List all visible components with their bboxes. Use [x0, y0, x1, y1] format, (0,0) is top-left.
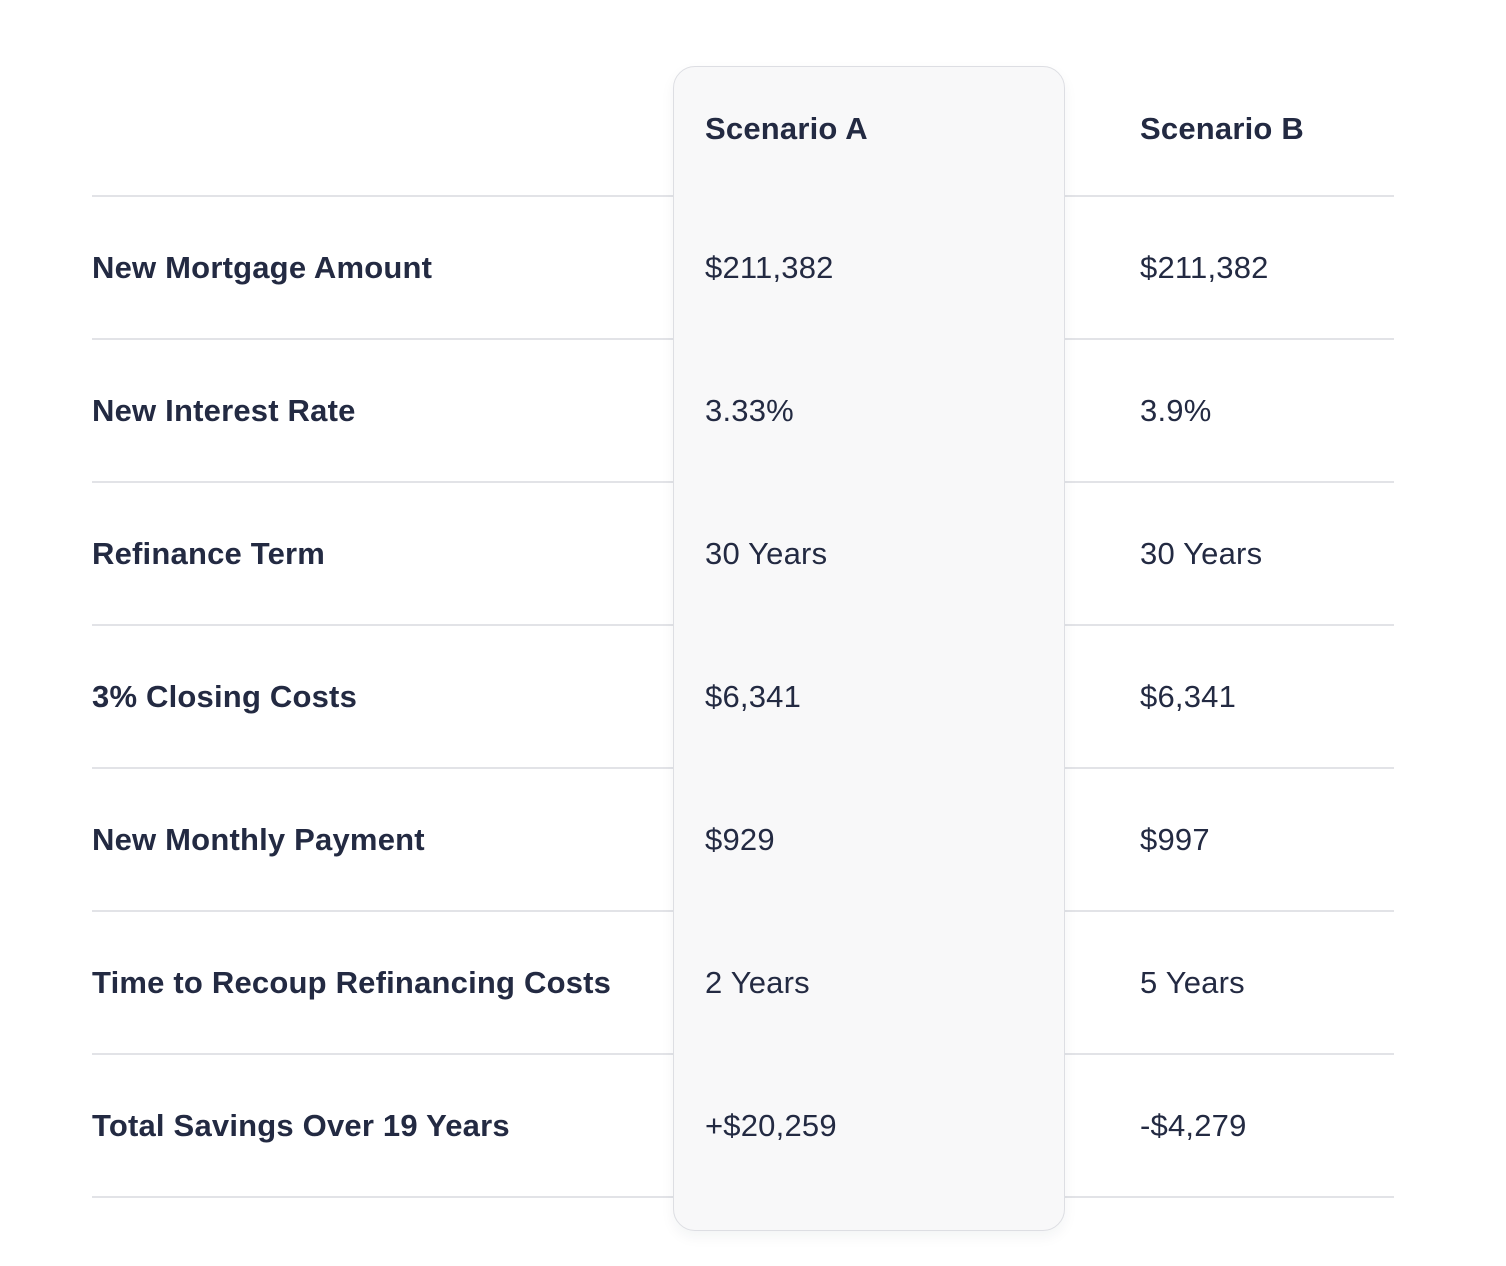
table-row: New Mortgage Amount $211,382 $211,382 — [92, 196, 1394, 339]
scenario-a-header: Scenario A — [705, 111, 868, 146]
table-row: New Monthly Payment $929 $997 — [92, 768, 1394, 911]
scenario-b-value: $997 — [1140, 821, 1210, 857]
row-label: 3% Closing Costs — [92, 678, 358, 714]
table-row: Refinance Term 30 Years 30 Years — [92, 482, 1394, 625]
row-label: Total Savings Over 19 Years — [92, 1107, 510, 1143]
scenario-b-value: 3.9% — [1140, 392, 1212, 428]
scenario-a-value: 30 Years — [705, 535, 828, 571]
scenario-a-value: $211,382 — [705, 249, 834, 285]
comparison-table: Scenario A Scenario B New Mortgage Amoun… — [92, 0, 1394, 1197]
row-label: Refinance Term — [92, 535, 326, 571]
scenario-b-value: 30 Years — [1140, 535, 1263, 571]
row-label: New Monthly Payment — [92, 821, 425, 857]
row-label: New Interest Rate — [92, 392, 356, 428]
scenario-a-value: $6,341 — [705, 678, 802, 714]
scenario-a-value: $929 — [705, 821, 775, 857]
scenario-b-value: $211,382 — [1140, 249, 1269, 285]
scenario-b-value: $6,341 — [1140, 678, 1237, 714]
table-row: New Interest Rate 3.33% 3.9% — [92, 339, 1394, 482]
scenario-a-value: 2 Years — [705, 964, 810, 1000]
scenario-b-value: -$4,279 — [1140, 1107, 1247, 1143]
scenario-b-value: 5 Years — [1140, 964, 1245, 1000]
scenario-a-value: 3.33% — [705, 392, 794, 428]
table-header-row: Scenario A Scenario B — [92, 0, 1394, 196]
row-label: New Mortgage Amount — [92, 249, 433, 285]
scenario-a-card[interactable] — [673, 66, 1065, 1231]
scenario-b-header: Scenario B — [1140, 111, 1304, 146]
table-row: 3% Closing Costs $6,341 $6,341 — [92, 625, 1394, 768]
row-label: Time to Recoup Refinancing Costs — [92, 964, 612, 1000]
scenario-a-value: +$20,259 — [705, 1107, 837, 1143]
table-row: Total Savings Over 19 Years +$20,259 -$4… — [92, 1054, 1394, 1197]
table-row: Time to Recoup Refinancing Costs 2 Years… — [92, 911, 1394, 1054]
